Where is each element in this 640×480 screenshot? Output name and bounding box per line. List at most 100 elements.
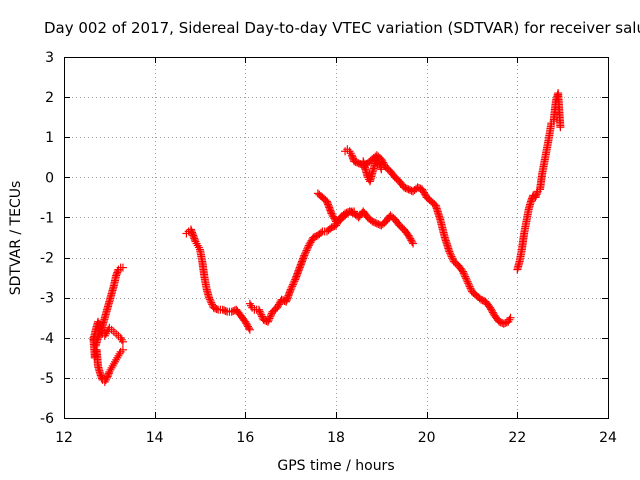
data-point <box>286 285 295 294</box>
data-point <box>373 155 382 164</box>
data-point <box>212 305 221 314</box>
data-point <box>556 123 565 132</box>
y-tick-label: -5 <box>40 371 54 387</box>
data-point <box>107 363 116 372</box>
data-point <box>100 377 109 386</box>
data-point <box>288 282 297 291</box>
data-point <box>247 301 255 310</box>
data-point <box>205 295 214 304</box>
data-point <box>464 279 473 288</box>
data-point <box>459 269 468 278</box>
series-seg6 <box>313 189 418 248</box>
data-point <box>458 267 467 276</box>
data-point <box>460 270 469 279</box>
y-tick-label: 0 <box>45 170 54 186</box>
data-point <box>264 316 273 325</box>
data-point <box>245 299 254 308</box>
chart-title: Day 002 of 2017, Sidereal Day-to-day VTE… <box>44 19 640 37</box>
data-point <box>114 351 123 360</box>
data-point <box>205 293 214 302</box>
data-point <box>105 367 114 376</box>
data-point <box>301 249 310 258</box>
data-point <box>115 349 124 358</box>
plot-frame <box>64 57 609 419</box>
series-seg4 <box>182 225 254 334</box>
data-point <box>118 337 127 346</box>
data-point <box>409 239 418 248</box>
data-point <box>345 147 354 156</box>
data-point <box>191 237 200 246</box>
data-point <box>118 263 127 272</box>
data-point <box>287 283 296 292</box>
data-point <box>208 300 217 309</box>
data-point <box>346 149 355 158</box>
data-point <box>101 375 110 384</box>
data-point <box>257 312 266 321</box>
data-point <box>206 297 215 306</box>
data-point <box>506 313 515 322</box>
y-tick-label: 3 <box>45 50 54 66</box>
data-point <box>300 251 309 260</box>
data-point <box>408 237 417 246</box>
data-point <box>461 272 470 281</box>
data-point <box>254 305 263 314</box>
data-point <box>94 317 102 326</box>
data-point <box>111 357 119 366</box>
data-point <box>505 315 514 324</box>
data-point <box>372 153 381 162</box>
data-point <box>103 327 112 336</box>
data-point <box>465 282 474 291</box>
data-point <box>221 307 230 316</box>
data-point <box>109 359 118 368</box>
data-point <box>301 248 310 257</box>
data-point <box>464 280 473 289</box>
data-point <box>288 280 297 289</box>
x-tick-label: 18 <box>327 430 345 446</box>
data-point <box>256 309 265 318</box>
series-seg5 <box>245 207 359 326</box>
data-point <box>244 324 253 333</box>
data-point <box>207 298 216 307</box>
x-axis-title: GPS time / hours <box>277 458 394 474</box>
data-point <box>112 355 121 364</box>
data-point <box>448 254 457 263</box>
data-point <box>302 246 311 255</box>
x-tick-label: 20 <box>418 430 436 446</box>
data-point <box>466 284 475 293</box>
data-point <box>118 345 127 354</box>
data-point <box>113 353 122 362</box>
y-tick-label: 1 <box>45 130 54 146</box>
series-seg3 <box>91 263 127 350</box>
series-seg8 <box>359 153 386 186</box>
data-point <box>106 365 115 374</box>
data-point <box>192 239 201 248</box>
data-point <box>245 325 254 334</box>
data-point <box>193 241 202 250</box>
data-point <box>377 165 386 174</box>
x-tick-label: 24 <box>599 430 617 446</box>
y-tick-label: -4 <box>40 331 54 347</box>
data-point <box>265 314 274 323</box>
y-tick-label: 2 <box>45 90 54 106</box>
y-tick-label: -3 <box>40 291 54 307</box>
data-point <box>463 277 472 286</box>
series-seg7 <box>341 145 515 328</box>
data-point <box>446 249 455 258</box>
data-point <box>116 333 125 342</box>
data-point <box>445 247 454 256</box>
x-tick-label: 16 <box>236 430 254 446</box>
data-point <box>304 243 313 252</box>
data-point <box>117 335 126 344</box>
data-point <box>461 274 470 283</box>
data-point <box>108 361 117 370</box>
x-tick-label: 22 <box>508 430 526 446</box>
data-point <box>289 278 298 287</box>
data-point <box>462 275 471 284</box>
data-point <box>316 228 325 237</box>
data-point <box>504 317 513 326</box>
y-tick-label: -2 <box>40 251 54 267</box>
data-point <box>446 250 455 259</box>
data-point <box>447 252 456 261</box>
y-axis-title: SDTVAR / TECUs <box>8 181 24 296</box>
